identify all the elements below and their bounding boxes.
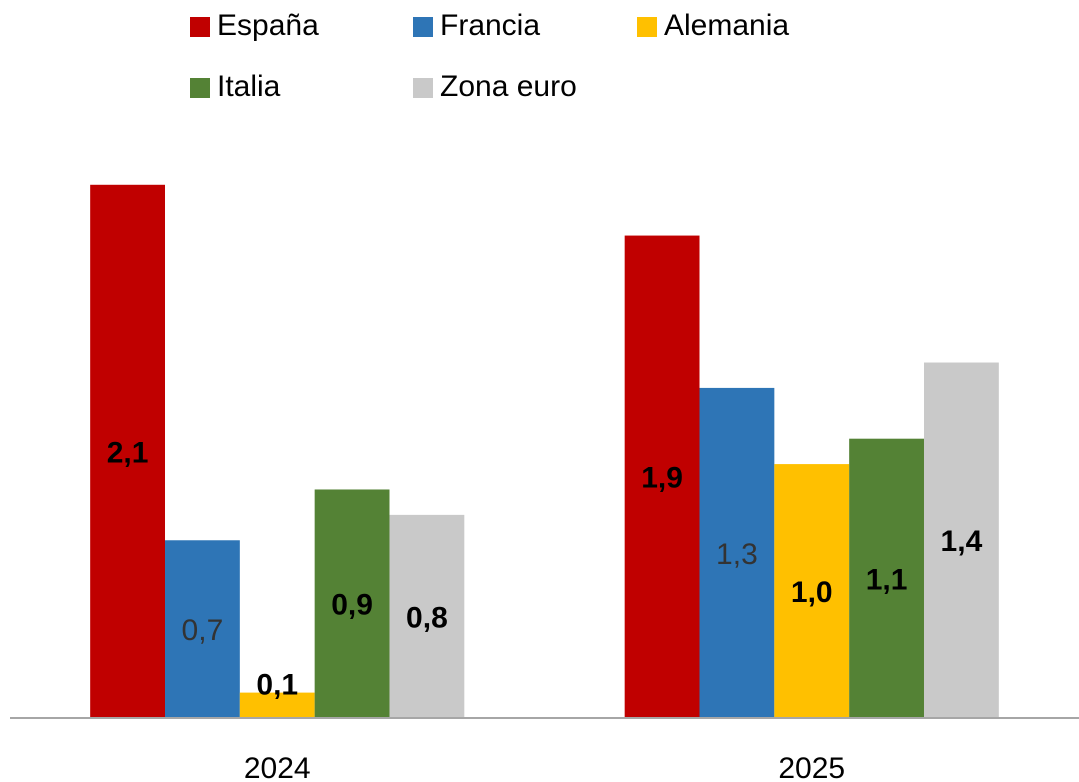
data-label: 1,0 <box>791 576 833 609</box>
data-label: 0,1 <box>256 669 298 702</box>
legend-label: Zona euro <box>440 70 577 103</box>
legend-swatch <box>413 17 433 37</box>
bar <box>389 514 465 718</box>
legend-label: Italia <box>217 70 281 103</box>
data-label: 0,7 <box>182 614 224 647</box>
data-label: 1,9 <box>641 462 683 495</box>
legend-label: Alemania <box>664 9 789 42</box>
bar <box>699 387 775 718</box>
bar <box>239 692 315 718</box>
bar <box>90 184 166 719</box>
legend-swatch <box>413 78 433 98</box>
legend-label: Francia <box>440 9 540 42</box>
legend-swatch <box>190 78 210 98</box>
bar <box>849 438 924 718</box>
bar <box>774 464 850 718</box>
x-tick-label: 2024 <box>244 752 311 782</box>
legend-swatch <box>637 17 657 37</box>
data-label: 2,1 <box>107 436 149 469</box>
data-label: 1,4 <box>941 525 983 558</box>
bar <box>624 235 700 718</box>
x-tick-label: 2025 <box>778 752 845 782</box>
legend-label: España <box>217 9 319 42</box>
bar <box>165 540 240 718</box>
legend-swatch <box>190 17 210 37</box>
bar <box>923 362 999 718</box>
data-label: 0,8 <box>406 601 448 634</box>
data-label: 1,1 <box>866 563 908 596</box>
data-label: 1,3 <box>716 538 758 571</box>
data-label: 0,9 <box>331 589 373 622</box>
bar <box>314 489 390 718</box>
